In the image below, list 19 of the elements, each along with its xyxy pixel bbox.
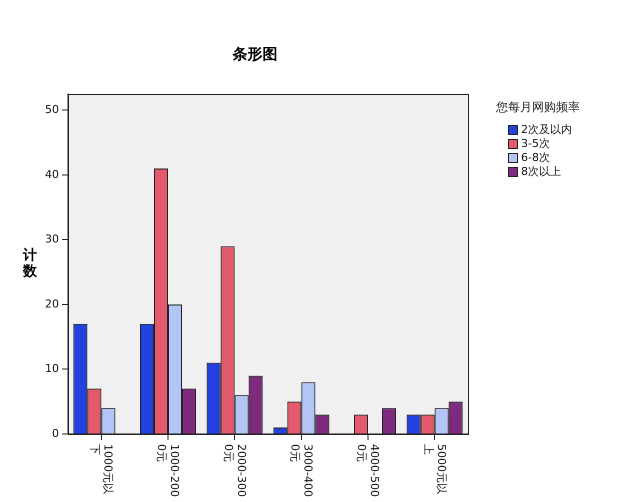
y-tick-label: 0 — [52, 426, 59, 440]
legend-label: 6-8次 — [521, 150, 550, 164]
y-tick-label: 30 — [44, 232, 59, 246]
y-axis-title: 计数 — [22, 248, 38, 280]
legend-label: 8次以上 — [521, 164, 561, 178]
x-tick-label: 3000-4000元 — [288, 444, 314, 497]
x-tick-label: 5000元以上 — [422, 444, 448, 494]
chart-title: 条形图 — [232, 44, 278, 63]
x-tick-label: 2000-3000元 — [222, 444, 248, 497]
y-tick-label: 40 — [44, 168, 59, 181]
y-tick-label: 50 — [44, 103, 59, 116]
legend-title: 您每月网购频率 — [495, 100, 580, 114]
y-tick-label: 10 — [44, 362, 59, 376]
x-tick-label: 4000-5000元 — [355, 444, 382, 497]
x-tick-label: 1000-2000元 — [155, 444, 182, 497]
x-tick-label: 1000元以下 — [88, 444, 114, 494]
legend-label: 3-5次 — [521, 136, 550, 150]
legend-label: 2次及以内 — [521, 122, 572, 136]
y-tick-label: 20 — [44, 297, 59, 310]
